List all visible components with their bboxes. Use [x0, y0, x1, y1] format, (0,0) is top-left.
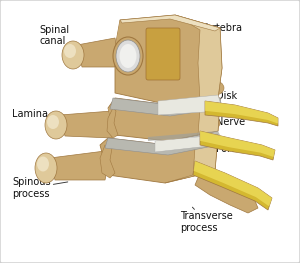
- Polygon shape: [115, 15, 222, 105]
- Polygon shape: [150, 97, 220, 107]
- Polygon shape: [105, 135, 218, 155]
- Polygon shape: [50, 151, 108, 180]
- Ellipse shape: [37, 156, 49, 171]
- Text: Foramen: Foramen: [187, 144, 259, 154]
- Polygon shape: [77, 38, 118, 67]
- Ellipse shape: [206, 81, 224, 95]
- Polygon shape: [110, 98, 222, 116]
- Polygon shape: [120, 15, 220, 31]
- Text: Vertebra: Vertebra: [163, 19, 243, 33]
- Text: Nerve: Nerve: [193, 117, 245, 130]
- Ellipse shape: [45, 111, 67, 139]
- FancyBboxPatch shape: [146, 28, 180, 80]
- Polygon shape: [195, 173, 258, 213]
- Polygon shape: [200, 131, 275, 160]
- Text: Lamina: Lamina: [12, 109, 90, 119]
- Polygon shape: [115, 20, 135, 55]
- Polygon shape: [193, 161, 272, 210]
- Polygon shape: [158, 95, 222, 115]
- Ellipse shape: [116, 40, 140, 72]
- Ellipse shape: [62, 41, 84, 69]
- Ellipse shape: [35, 153, 57, 183]
- Text: Disk: Disk: [183, 91, 237, 101]
- Polygon shape: [108, 98, 220, 141]
- Polygon shape: [165, 135, 218, 183]
- Polygon shape: [155, 135, 218, 152]
- Ellipse shape: [204, 117, 220, 129]
- Polygon shape: [108, 108, 128, 135]
- Text: Spinal
canal: Spinal canal: [39, 25, 86, 59]
- Polygon shape: [168, 98, 220, 141]
- Polygon shape: [194, 161, 272, 206]
- Polygon shape: [100, 145, 115, 178]
- Ellipse shape: [113, 37, 143, 75]
- Polygon shape: [205, 101, 278, 126]
- Polygon shape: [60, 111, 115, 138]
- Polygon shape: [148, 131, 220, 141]
- Ellipse shape: [64, 44, 76, 58]
- Text: Spinous
process: Spinous process: [12, 177, 68, 199]
- Polygon shape: [100, 135, 218, 183]
- Text: Transverse
process: Transverse process: [180, 207, 233, 233]
- Polygon shape: [205, 101, 278, 124]
- Polygon shape: [175, 15, 222, 101]
- Polygon shape: [200, 131, 275, 157]
- Ellipse shape: [47, 115, 59, 129]
- Ellipse shape: [119, 44, 136, 68]
- Polygon shape: [107, 108, 118, 138]
